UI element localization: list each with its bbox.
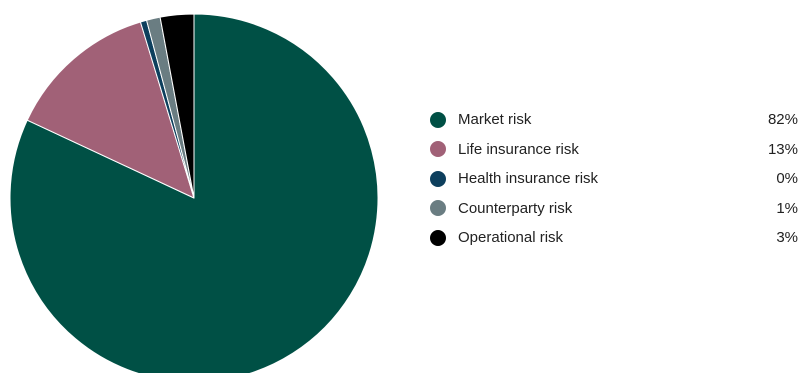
legend-value: 1%: [776, 199, 798, 217]
legend-value: 3%: [776, 229, 798, 247]
legend-value: 13%: [767, 140, 798, 158]
legend-label: Counterparty risk: [458, 199, 573, 217]
legend-value: 82%: [767, 111, 798, 129]
legend-value: 0%: [776, 170, 798, 188]
pie-chart: [9, 13, 379, 373]
legend-swatch: [430, 200, 446, 217]
legend-label: Life insurance risk: [458, 140, 579, 158]
pie-slice-operational-risk: [159, 13, 195, 199]
legend-label: Market risk: [458, 111, 532, 129]
legend-swatch: [430, 141, 446, 158]
pie-slice-market-risk: [9, 13, 379, 373]
legend-swatch: [430, 111, 446, 128]
legend-item-market-risk: Market risk 82%: [430, 105, 798, 135]
legend-item-counterparty-risk: Counterparty risk 1%: [430, 194, 798, 224]
legend-label: Health insurance risk: [458, 170, 599, 188]
legend-item-operational-risk: Operational risk 3%: [430, 223, 798, 253]
legend-item-health-insurance-risk: Health insurance risk 0%: [430, 164, 798, 194]
legend-item-life-insurance-risk: Life insurance risk 13%: [430, 135, 798, 165]
legend: Market risk 82% Life insurance risk 13% Heal…: [430, 105, 798, 253]
legend-swatch: [430, 170, 446, 187]
legend-swatch: [430, 229, 446, 246]
pie-slice-life-insurance-risk: [26, 21, 195, 199]
legend-label: Operational risk: [458, 229, 564, 247]
